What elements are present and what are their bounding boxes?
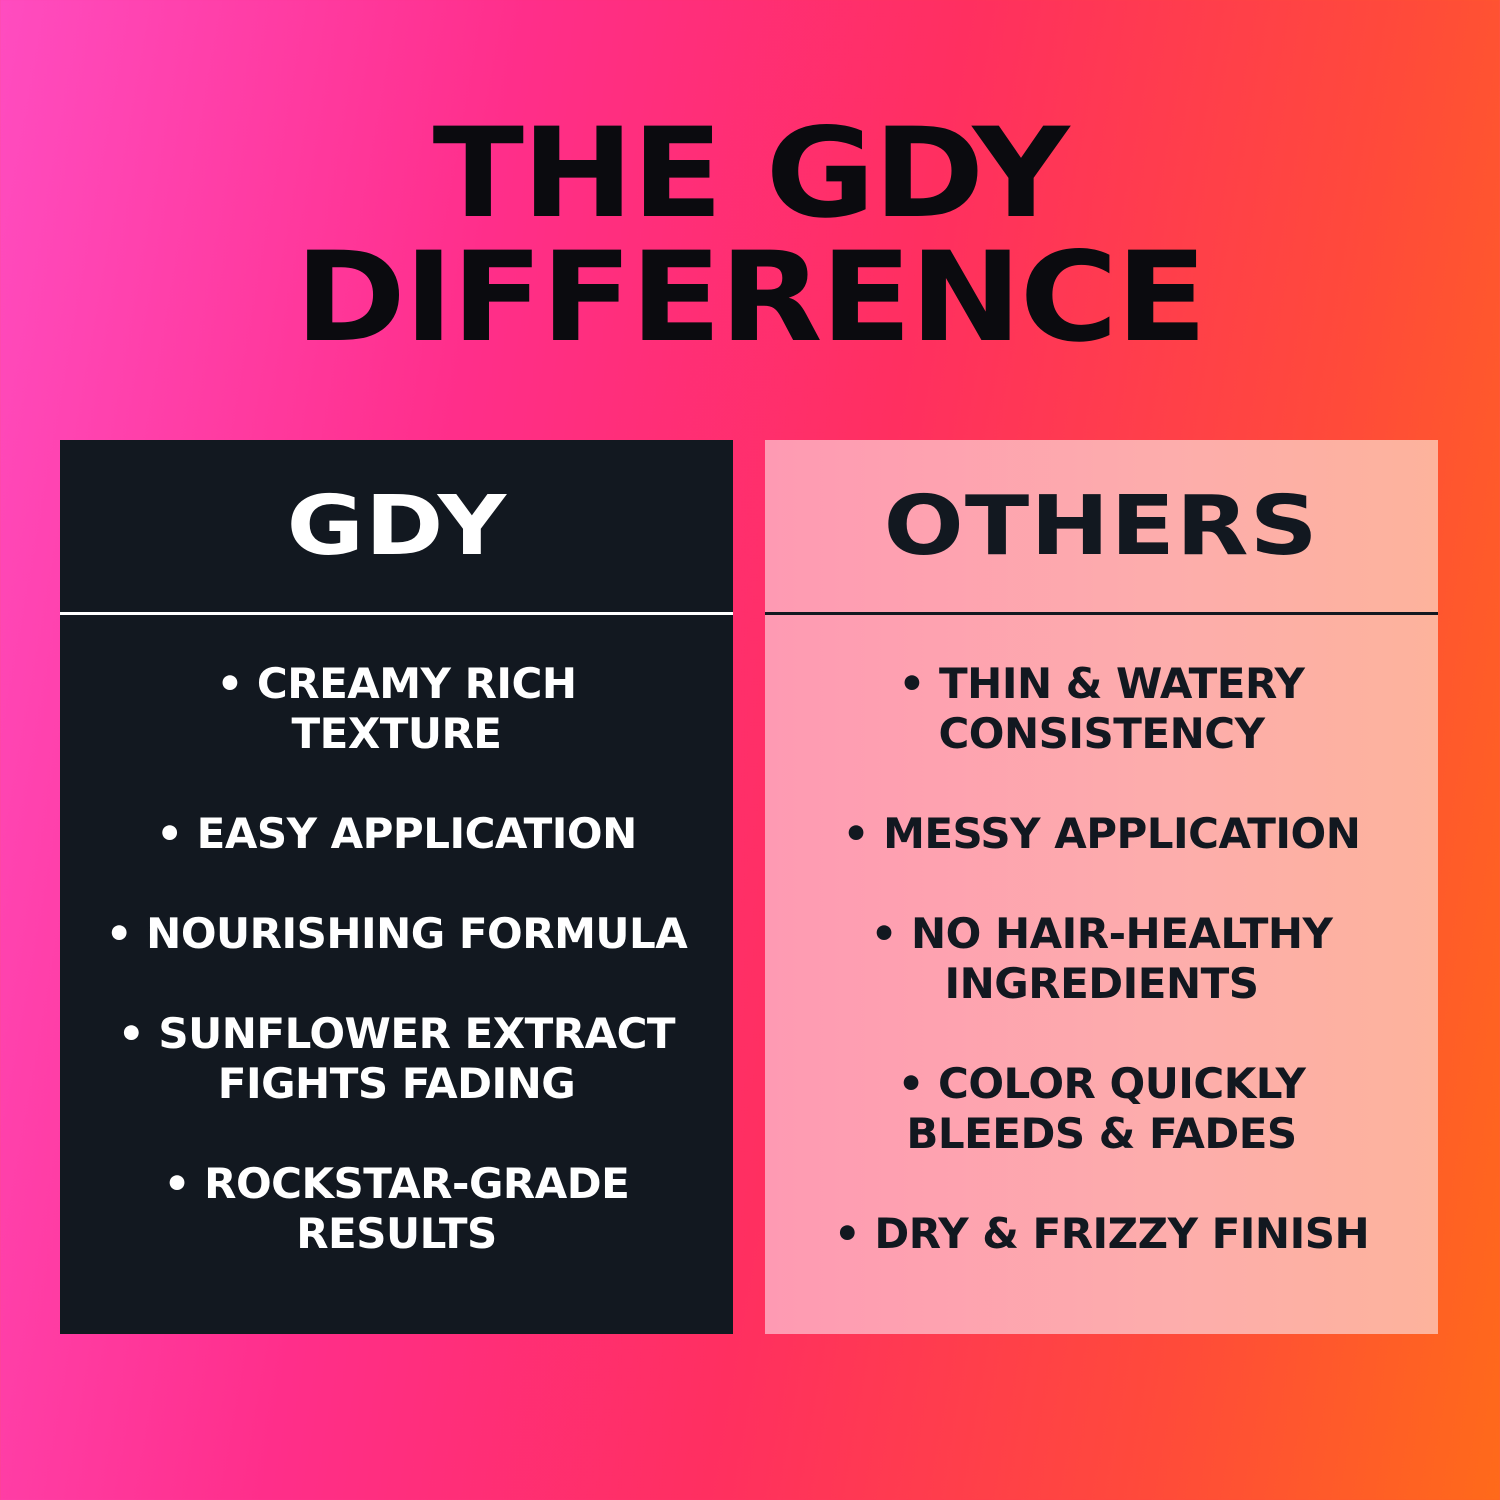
title-line-2: DIFFERENCE <box>294 226 1207 370</box>
title-line-1: THE GDY <box>432 102 1070 246</box>
list-item: • EASY APPLICATION <box>156 809 637 858</box>
list-item: • COLOR QUICKLY BLEEDS & FADES <box>897 1059 1306 1158</box>
list-item: • MESSY APPLICATION <box>842 809 1361 858</box>
list-item: • CREAMY RICH TEXTURE <box>216 659 577 758</box>
divider <box>765 612 1438 615</box>
list-item: • ROCKSTAR-GRADE RESULTS <box>163 1159 630 1258</box>
list-item: • SUNFLOWER EXTRACT FIGHTS FADING <box>117 1009 676 1108</box>
page-title: THE GDY DIFFERENCE <box>0 112 1500 360</box>
list-item: • NOURISHING FORMULA <box>105 909 688 958</box>
list-item: • NO HAIR-HEALTHY INGREDIENTS <box>870 909 1333 1008</box>
gdy-heading: GDY <box>286 478 507 574</box>
list-item: • THIN & WATERY CONSISTENCY <box>898 659 1305 758</box>
others-panel: OTHERS • THIN & WATERY CONSISTENCY • MES… <box>765 440 1438 1334</box>
divider <box>60 612 733 615</box>
list-item: • DRY & FRIZZY FINISH <box>833 1209 1370 1258</box>
gdy-panel: GDY • CREAMY RICH TEXTURE • EASY APPLICA… <box>60 440 733 1334</box>
others-list: • THIN & WATERY CONSISTENCY • MESSY APPL… <box>765 615 1438 1259</box>
gdy-list: • CREAMY RICH TEXTURE • EASY APPLICATION… <box>60 615 733 1259</box>
others-heading: OTHERS <box>883 478 1320 574</box>
